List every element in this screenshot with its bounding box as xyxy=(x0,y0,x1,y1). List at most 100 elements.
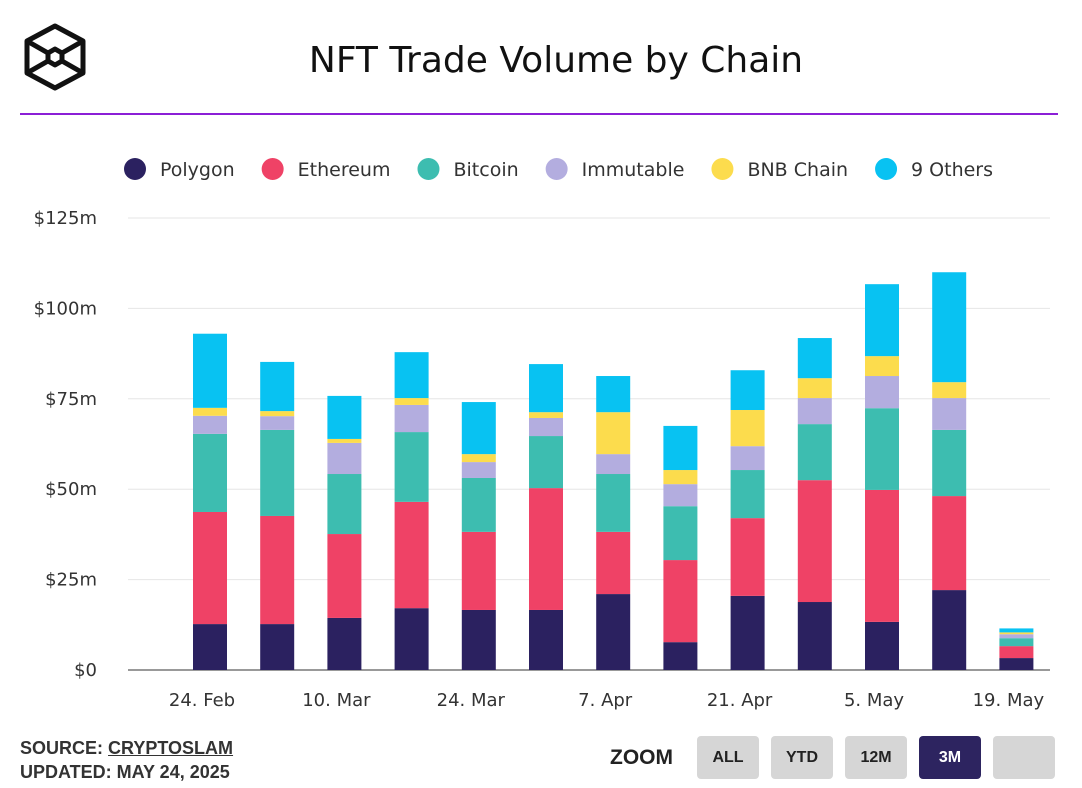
bar-segment-9-others[interactable] xyxy=(999,628,1034,633)
legend-marker[interactable] xyxy=(711,158,734,180)
bar-segment-polygon[interactable] xyxy=(394,608,429,670)
zoom-ytd-button[interactable]: YTD xyxy=(771,736,833,779)
bar-segment-9-others[interactable] xyxy=(193,333,227,408)
bar-segment-9-others[interactable] xyxy=(730,370,765,411)
bar-segment-polygon[interactable] xyxy=(663,642,698,670)
bar-segment-immutable[interactable] xyxy=(529,417,563,437)
bar-segment-ethereum[interactable] xyxy=(529,488,563,610)
bar-segment-bnb-chain[interactable] xyxy=(999,632,1034,635)
legend-item-label[interactable]: Ethereum xyxy=(298,159,391,181)
bar-segment-9-others[interactable] xyxy=(932,272,967,383)
bar-segment-immutable[interactable] xyxy=(260,416,295,430)
bar-segment-ethereum[interactable] xyxy=(932,496,967,591)
legend-item-label[interactable]: Bitcoin xyxy=(453,159,518,181)
bar-segment-9-others[interactable] xyxy=(663,425,698,471)
zoom-all-button[interactable]: ALL xyxy=(697,736,759,779)
bar-segment-immutable[interactable] xyxy=(394,404,429,433)
bar-segment-9-others[interactable] xyxy=(596,376,631,413)
legend-marker[interactable] xyxy=(545,158,568,180)
x-tick-label: 24. Feb xyxy=(169,690,235,711)
bar-segment-9-others[interactable] xyxy=(394,352,429,399)
bar-segment-polygon[interactable] xyxy=(596,594,631,670)
bar-segment-bnb-chain[interactable] xyxy=(193,407,227,416)
legend-marker[interactable] xyxy=(417,158,440,180)
bar-segment-immutable[interactable] xyxy=(999,634,1034,639)
bar-segment-ethereum[interactable] xyxy=(193,511,227,625)
bar-segment-polygon[interactable] xyxy=(529,609,563,670)
bar-segment-bitcoin[interactable] xyxy=(193,433,227,512)
bar-segment-bnb-chain[interactable] xyxy=(327,438,362,443)
bar-segment-bitcoin[interactable] xyxy=(865,408,899,490)
legend-marker[interactable] xyxy=(261,158,284,180)
bar-segment-bnb-chain[interactable] xyxy=(596,412,631,455)
bar-segment-bnb-chain[interactable] xyxy=(865,356,899,377)
bar-segment-9-others[interactable] xyxy=(260,361,295,412)
bar-segment-9-others[interactable] xyxy=(327,395,362,439)
bar-segment-bnb-chain[interactable] xyxy=(529,412,563,418)
legend-item-label[interactable]: 9 Others xyxy=(911,159,993,181)
bar-segment-bitcoin[interactable] xyxy=(529,436,563,489)
bar-segment-bitcoin[interactable] xyxy=(461,477,496,532)
bar-segment-9-others[interactable] xyxy=(529,364,563,413)
bar-segment-bnb-chain[interactable] xyxy=(663,470,698,485)
bar-segment-ethereum[interactable] xyxy=(260,515,295,625)
bar-segment-immutable[interactable] xyxy=(865,376,899,409)
legend-item-label[interactable]: BNB Chain xyxy=(747,159,848,181)
bar-segment-polygon[interactable] xyxy=(999,658,1034,670)
bar-segment-polygon[interactable] xyxy=(797,602,832,670)
bar-segment-bitcoin[interactable] xyxy=(932,429,967,497)
bar-segment-polygon[interactable] xyxy=(461,609,496,670)
legend-item-label[interactable]: Polygon xyxy=(160,159,235,181)
bar-segment-immutable[interactable] xyxy=(327,442,362,475)
source-link[interactable]: CRYPTOSLAM xyxy=(108,738,234,758)
bar-segment-ethereum[interactable] xyxy=(865,489,899,622)
y-tick-label: $50m xyxy=(45,479,97,500)
bar-segment-immutable[interactable] xyxy=(797,398,832,425)
bar-segment-bitcoin[interactable] xyxy=(797,424,832,481)
zoom-12m-button[interactable]: 12M xyxy=(845,736,907,779)
bar-segment-ethereum[interactable] xyxy=(797,480,832,603)
bar-segment-immutable[interactable] xyxy=(663,484,698,507)
bar-segment-immutable[interactable] xyxy=(932,398,967,430)
bar-segment-bitcoin[interactable] xyxy=(663,506,698,561)
bar-segment-ethereum[interactable] xyxy=(730,518,765,596)
bar-segment-bnb-chain[interactable] xyxy=(461,454,496,463)
legend-marker[interactable] xyxy=(875,158,898,180)
bar-segment-ethereum[interactable] xyxy=(394,501,429,609)
bar-segment-polygon[interactable] xyxy=(260,624,295,670)
bar-segment-polygon[interactable] xyxy=(327,617,362,670)
bar-segment-ethereum[interactable] xyxy=(327,534,362,618)
bar-segment-immutable[interactable] xyxy=(193,415,227,434)
x-tick-label: 19. May xyxy=(973,690,1045,711)
bar-segment-polygon[interactable] xyxy=(730,595,765,670)
bar-segment-bnb-chain[interactable] xyxy=(932,382,967,399)
zoom-3m-button[interactable]: 3M xyxy=(919,736,981,779)
bar-segment-bitcoin[interactable] xyxy=(999,638,1034,647)
bar-segment-bitcoin[interactable] xyxy=(730,470,765,519)
bar-segment-bnb-chain[interactable] xyxy=(260,411,295,417)
bar-segment-ethereum[interactable] xyxy=(596,531,631,595)
legend-marker[interactable] xyxy=(124,158,146,180)
bar-segment-polygon[interactable] xyxy=(193,624,227,670)
bar-segment-immutable[interactable] xyxy=(461,462,496,478)
zoom-blank-button[interactable] xyxy=(993,736,1055,779)
bar-segment-bnb-chain[interactable] xyxy=(797,378,832,399)
bar-segment-ethereum[interactable] xyxy=(461,531,496,610)
bar-segment-bnb-chain[interactable] xyxy=(394,398,429,405)
bar-segment-polygon[interactable] xyxy=(865,621,899,670)
bar-segment-immutable[interactable] xyxy=(596,454,631,475)
bar-segment-polygon[interactable] xyxy=(932,590,967,670)
bar-segment-ethereum[interactable] xyxy=(999,646,1034,659)
bar-segment-9-others[interactable] xyxy=(865,284,899,357)
bar-segment-9-others[interactable] xyxy=(797,338,832,379)
chart-title: NFT Trade Volume by Chain xyxy=(308,40,804,81)
bar-segment-9-others[interactable] xyxy=(461,402,496,455)
legend-item-label[interactable]: Immutable xyxy=(582,159,685,181)
bar-segment-bitcoin[interactable] xyxy=(260,429,295,516)
bar-segment-bitcoin[interactable] xyxy=(596,474,631,532)
bar-segment-bitcoin[interactable] xyxy=(327,474,362,535)
bar-segment-bitcoin[interactable] xyxy=(394,432,429,502)
bar-segment-bnb-chain[interactable] xyxy=(730,410,765,447)
bar-segment-ethereum[interactable] xyxy=(663,560,698,643)
bar-segment-immutable[interactable] xyxy=(730,446,765,471)
